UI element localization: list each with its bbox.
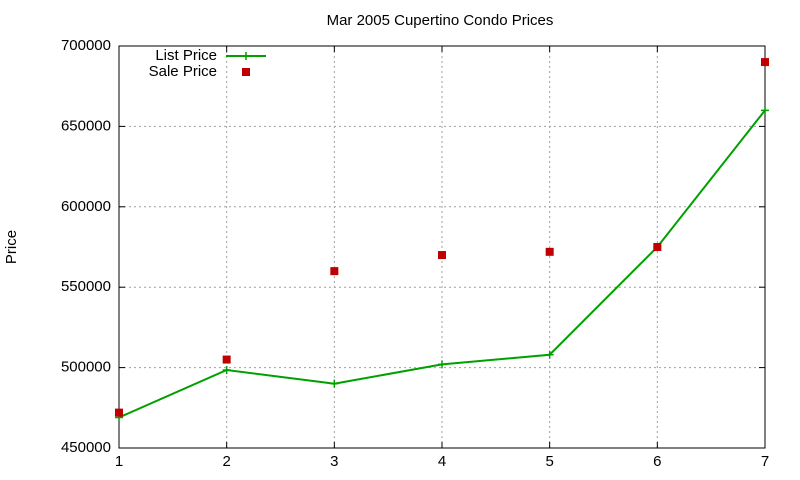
legend-label: Sale Price <box>149 63 217 80</box>
y-tick-label: 450000 <box>61 439 111 456</box>
x-tick-label: 2 <box>222 453 230 470</box>
x-tick-label: 1 <box>115 453 123 470</box>
square-marker <box>545 247 554 256</box>
plus-marker <box>761 106 769 115</box>
chart-title: Mar 2005 Cupertino Condo Prices <box>327 12 554 29</box>
y-axis-label: Price <box>3 230 20 264</box>
plus-marker <box>438 360 446 369</box>
plus-marker <box>222 366 231 375</box>
square-marker <box>438 251 446 260</box>
y-tick-label: 500000 <box>61 359 111 376</box>
square-marker <box>653 243 662 251</box>
x-tick-label: 3 <box>330 453 338 470</box>
plus-marker <box>330 379 339 388</box>
plot-border <box>118 45 766 449</box>
plus-marker <box>242 52 250 60</box>
plus-marker <box>545 350 554 359</box>
square-marker <box>761 58 769 67</box>
square-marker <box>242 68 250 76</box>
legend-label: List Price <box>155 47 217 64</box>
y-tick-label: 700000 <box>61 37 111 54</box>
x-tick-label: 5 <box>545 453 553 470</box>
y-tick-label: 600000 <box>61 198 111 215</box>
y-tick-label: 650000 <box>61 117 111 134</box>
x-tick-label: 6 <box>653 453 661 470</box>
x-tick-label: 4 <box>438 453 446 470</box>
square-marker <box>115 408 123 417</box>
square-marker <box>330 267 339 276</box>
x-tick-label: 7 <box>761 453 769 470</box>
y-tick-label: 550000 <box>61 278 111 295</box>
square-marker <box>222 355 231 364</box>
